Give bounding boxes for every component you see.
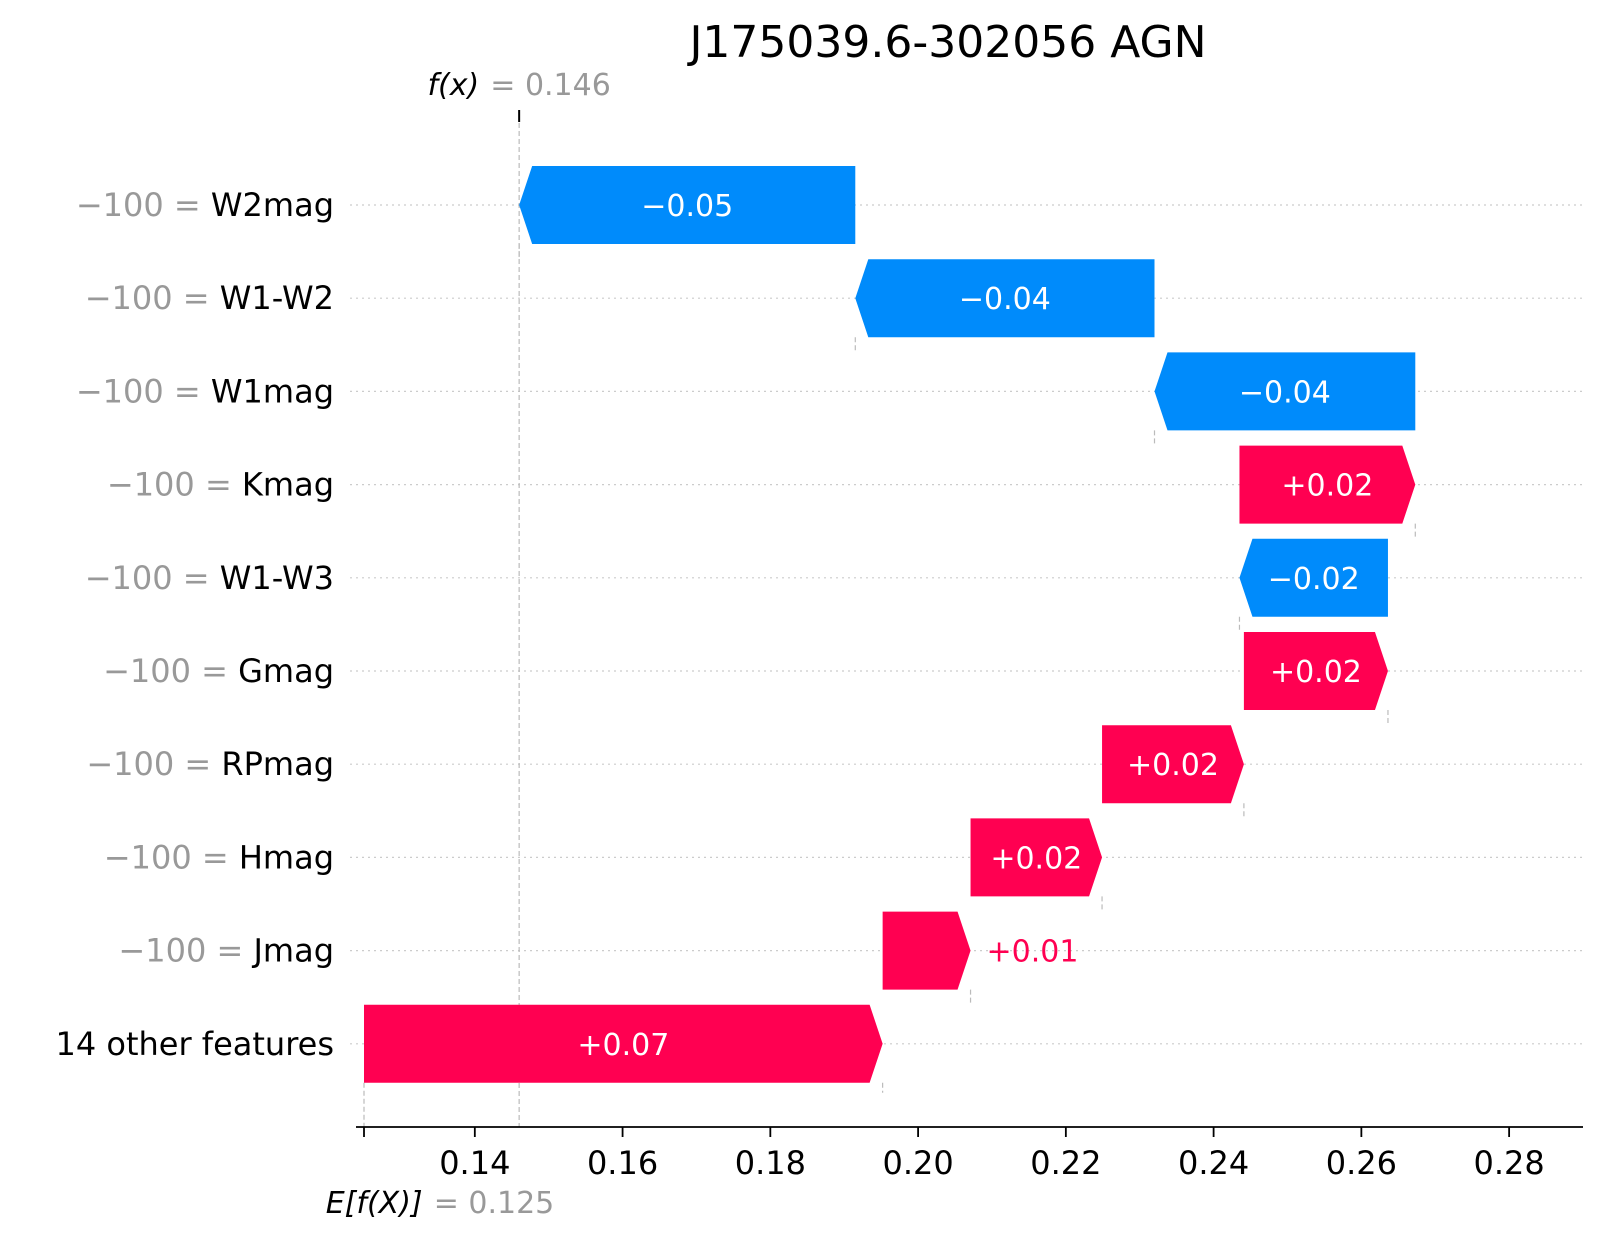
- bar-jmag: [882, 911, 971, 990]
- bar-value-label: +0.02: [1281, 469, 1373, 504]
- feature-label: −100 = W1-W2: [85, 279, 334, 317]
- bar-value-label: +0.02: [1127, 748, 1219, 783]
- feature-label: −100 = W1-W3: [85, 559, 334, 597]
- feature-value: −100 =: [76, 372, 211, 410]
- feature-name: 14 other features: [55, 1025, 334, 1063]
- x-tick-label: 0.26: [1326, 1144, 1397, 1182]
- bar-w1-w2: [855, 259, 1155, 338]
- x-tick-label: 0.24: [1178, 1144, 1249, 1182]
- feature-value: −100 =: [85, 559, 220, 597]
- chart-title: J175039.6-302056 AGN: [686, 17, 1206, 68]
- bar-w1-w3: [1239, 538, 1388, 617]
- feature-label: −100 = Jmag: [118, 932, 334, 970]
- feature-label: −100 = Gmag: [103, 652, 334, 690]
- bar-value-label: +0.02: [990, 841, 1082, 876]
- x-tick-label: 0.14: [439, 1144, 510, 1182]
- feature-name: W1-W3: [220, 559, 334, 597]
- base-value: = 0.125: [434, 1186, 555, 1221]
- bar-value-label: −0.04: [959, 282, 1051, 317]
- bar-14-other-features: [364, 1004, 883, 1083]
- bar-hmag: [970, 818, 1103, 897]
- x-tick-label: 0.18: [735, 1144, 806, 1182]
- reference-lines: [363, 110, 1416, 1127]
- feature-value: −100 =: [104, 838, 239, 876]
- bar-gmag: [1243, 632, 1388, 710]
- feature-name: W2mag: [211, 186, 334, 224]
- x-tick-label: 0.16: [587, 1144, 658, 1182]
- x-tick-label: 0.28: [1473, 1144, 1544, 1182]
- feature-name: Hmag: [239, 838, 334, 876]
- feature-value: −100 =: [118, 932, 253, 970]
- bar-value-label: −0.05: [641, 189, 733, 224]
- feature-value: −100 =: [85, 279, 220, 317]
- feature-label: −100 = W1mag: [76, 372, 334, 410]
- feature-value: −100 =: [103, 652, 238, 690]
- x-tick-label: 0.20: [882, 1144, 953, 1182]
- bar-value-label: +0.02: [1270, 655, 1362, 690]
- bar-w2mag: [519, 166, 856, 244]
- feature-value: −100 =: [107, 466, 242, 504]
- feature-value: −100 =: [86, 745, 221, 783]
- feature-name: Gmag: [238, 652, 334, 690]
- feature-name: W1-W2: [220, 279, 334, 317]
- bar-kmag: [1239, 445, 1416, 524]
- feature-name: W1mag: [211, 372, 334, 410]
- feature-name: Jmag: [251, 932, 334, 970]
- feature-name: RPmag: [221, 745, 334, 783]
- feature-labels: −100 = W2mag−100 = W1-W2−100 = W1mag−100…: [55, 186, 334, 1063]
- bar-w1mag: [1154, 352, 1416, 431]
- base-annotation: E[f(X)] = 0.125: [326, 1186, 555, 1221]
- feature-label: −100 = Kmag: [107, 466, 334, 504]
- output-label: f(x): [427, 68, 479, 103]
- bar-value-label: +0.01: [987, 935, 1079, 970]
- bar-value-label: +0.07: [577, 1028, 669, 1063]
- feature-label: 14 other features: [55, 1025, 334, 1063]
- bar-value-label: −0.04: [1239, 375, 1331, 410]
- output-annotation: f(x) = 0.146: [427, 68, 610, 103]
- feature-name: Kmag: [242, 466, 334, 504]
- feature-value: −100 =: [76, 186, 211, 224]
- output-value: = 0.146: [490, 68, 611, 103]
- bar-value-label: −0.02: [1268, 562, 1360, 597]
- bars-group: −0.05 −0.04 −0.04 +0.02 −0.02 +0.02 +0.02 +0.02…: [364, 166, 1416, 1083]
- bar-rpmag: [1102, 725, 1244, 804]
- feature-label: −100 = Hmag: [104, 838, 334, 876]
- feature-label: −100 = W2mag: [76, 186, 334, 224]
- x-axis: 0.14 0.16 0.18 0.20 0.22 0.24 0.26 0.28: [356, 1126, 1583, 1182]
- feature-label: −100 = RPmag: [86, 745, 334, 783]
- x-tick-label: 0.22: [1030, 1144, 1101, 1182]
- base-label: E[f(X)]: [326, 1186, 423, 1221]
